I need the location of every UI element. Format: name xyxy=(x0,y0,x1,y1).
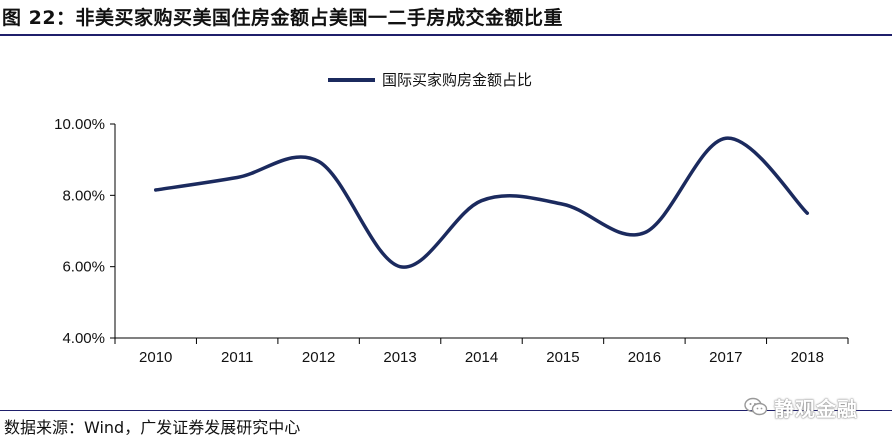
x-tick-label: 2016 xyxy=(628,349,661,366)
x-tick-label: 2018 xyxy=(791,349,824,366)
series-line xyxy=(153,136,810,269)
y-tick-label: 8.00% xyxy=(62,187,105,204)
title-rule xyxy=(0,34,892,36)
line-chart: 国际买家购房金额占比 4.00% 6.00% 8.00% 10.00% 2010 2011… xyxy=(54,71,849,366)
x-tick-label: 2010 xyxy=(139,349,172,366)
x-tick-label: 2014 xyxy=(465,349,498,366)
tick-labels: 4.00% 6.00% 8.00% 10.00% 2010 2011 2012 2013 201… xyxy=(54,116,824,366)
source-note: 数据来源：Wind，广发证券发展研究中心 xyxy=(4,418,301,437)
watermark-text: 静观金融 xyxy=(774,396,858,421)
y-tick-label: 10.00% xyxy=(54,116,105,133)
y-tick-label: 6.00% xyxy=(62,259,105,276)
x-tick-label: 2015 xyxy=(546,349,579,366)
source-rule xyxy=(0,410,892,411)
x-tick-label: 2011 xyxy=(221,349,253,366)
chart-legend: 国际买家购房金额占比 xyxy=(328,71,532,89)
figure-title: 图 22：非美买家购买美国住房金额占美国一二手房成交金额比重 xyxy=(2,7,564,29)
x-tick-label: 2013 xyxy=(383,349,416,366)
watermark: 静观金融 xyxy=(744,392,858,422)
x-tick-label: 2012 xyxy=(302,349,335,366)
plot-area xyxy=(153,136,810,269)
wechat-icon xyxy=(744,397,768,416)
legend-label: 国际买家购房金额占比 xyxy=(382,71,532,89)
x-tick-label: 2017 xyxy=(709,349,742,366)
axes xyxy=(110,123,849,344)
y-tick-label: 4.00% xyxy=(62,330,105,347)
